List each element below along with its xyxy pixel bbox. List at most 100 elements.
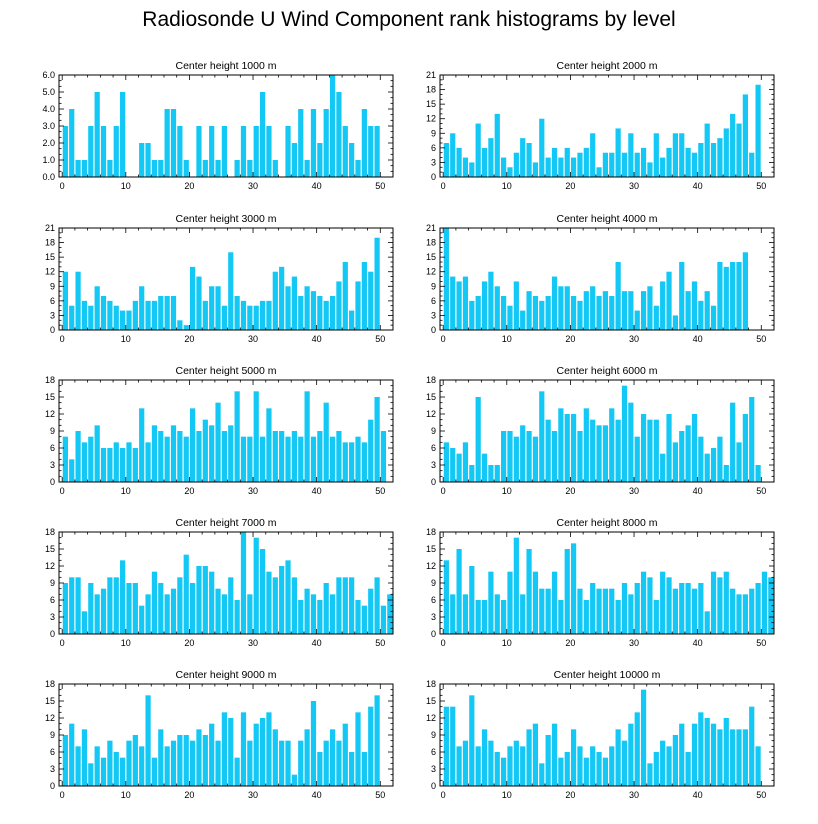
bar — [717, 262, 723, 330]
bar — [456, 746, 462, 786]
y-tick-label: 0 — [431, 172, 436, 182]
bar — [323, 583, 329, 634]
panel-title: Center height 9000 m — [176, 669, 277, 681]
bar — [647, 419, 653, 482]
bar — [647, 577, 653, 634]
y-tick-label: 15 — [426, 99, 436, 109]
y-tick-label: 6 — [431, 595, 436, 605]
bar — [94, 286, 100, 330]
bar — [462, 157, 469, 177]
bar — [113, 442, 119, 482]
bar — [259, 718, 266, 786]
chart-panel-3: Center height 3000 m 0 3 6 9 12 15 18 21 0 10 20 30 4… — [45, 213, 394, 344]
x-tick-label: 50 — [375, 334, 385, 344]
bar — [481, 600, 488, 634]
x-tick-label: 40 — [312, 334, 322, 344]
bar — [177, 320, 183, 330]
bar — [209, 286, 215, 330]
bar — [634, 310, 640, 330]
bar — [94, 594, 100, 634]
bar — [113, 577, 119, 634]
bar — [621, 583, 628, 634]
bar — [88, 583, 94, 634]
bar — [481, 729, 488, 786]
bar — [570, 414, 577, 482]
chart-panel-4: Center height 4000 m 0 3 6 9 12 15 18 21 0 10 20 30 4… — [426, 213, 775, 344]
bar — [583, 757, 589, 786]
bar — [609, 296, 615, 330]
y-tick-label: 6.0 — [42, 70, 55, 80]
bar — [551, 276, 558, 330]
bar — [621, 291, 628, 330]
bar — [462, 594, 469, 634]
bar — [672, 133, 678, 177]
bar — [139, 746, 145, 786]
x-tick-label: 0 — [441, 486, 446, 496]
y-tick-label: 12 — [45, 267, 55, 277]
bar — [221, 712, 228, 786]
bar — [494, 286, 500, 330]
x-tick-label: 10 — [502, 790, 512, 800]
bar — [368, 126, 374, 177]
bar — [621, 385, 628, 482]
x-tick-label: 40 — [312, 486, 322, 496]
x-tick-label: 30 — [248, 181, 258, 191]
x-tick-label: 50 — [756, 334, 766, 344]
bar — [666, 147, 672, 177]
bar — [196, 729, 202, 786]
bar — [228, 718, 234, 786]
bar — [342, 442, 348, 482]
bar — [475, 397, 481, 482]
y-tick-label: 18 — [426, 679, 436, 689]
y-tick-label: 6 — [50, 443, 55, 453]
bar — [501, 431, 507, 482]
bar — [234, 600, 240, 634]
bar — [189, 583, 196, 634]
y-tick-label: 15 — [426, 392, 436, 402]
x-tick-label: 10 — [502, 486, 512, 496]
bar — [349, 577, 355, 634]
y-tick-label: 15 — [45, 544, 55, 554]
bar — [717, 436, 723, 482]
y-tick-label: 3 — [431, 157, 436, 167]
bar — [247, 436, 253, 482]
bar — [481, 281, 488, 330]
bar — [374, 126, 380, 177]
bar — [158, 296, 164, 330]
y-tick-label: 18 — [45, 527, 55, 537]
bar — [62, 735, 68, 786]
bar — [501, 296, 507, 330]
bar — [634, 152, 640, 177]
bar — [749, 397, 755, 482]
bar — [266, 300, 272, 330]
x-tick-label: 30 — [629, 334, 639, 344]
bar — [685, 291, 691, 330]
bar — [717, 577, 723, 634]
x-tick-label: 30 — [248, 638, 258, 648]
bar — [596, 752, 602, 786]
bar — [291, 774, 297, 786]
bar — [259, 549, 266, 634]
bar — [158, 431, 164, 482]
bar — [520, 138, 526, 177]
bar — [272, 160, 278, 177]
bar — [259, 300, 266, 330]
y-tick-label: 21 — [426, 70, 436, 80]
bar — [120, 757, 126, 786]
panel-title: Center height 10000 m — [554, 669, 661, 681]
bar — [481, 147, 488, 177]
bar — [628, 133, 634, 177]
bar — [507, 167, 513, 177]
bar — [139, 605, 145, 634]
bar — [209, 126, 215, 177]
bar — [666, 414, 672, 482]
chart-panel-10: Center height 10000 m 0 3 6 9 12 15 18 0 10 20 30 40… — [426, 669, 775, 800]
bar — [621, 740, 628, 786]
bar — [139, 286, 145, 330]
bar — [570, 157, 577, 177]
bar — [94, 92, 100, 177]
bar — [126, 583, 132, 634]
bar — [513, 537, 519, 634]
bar — [590, 583, 596, 634]
x-tick-label: 50 — [375, 790, 385, 800]
